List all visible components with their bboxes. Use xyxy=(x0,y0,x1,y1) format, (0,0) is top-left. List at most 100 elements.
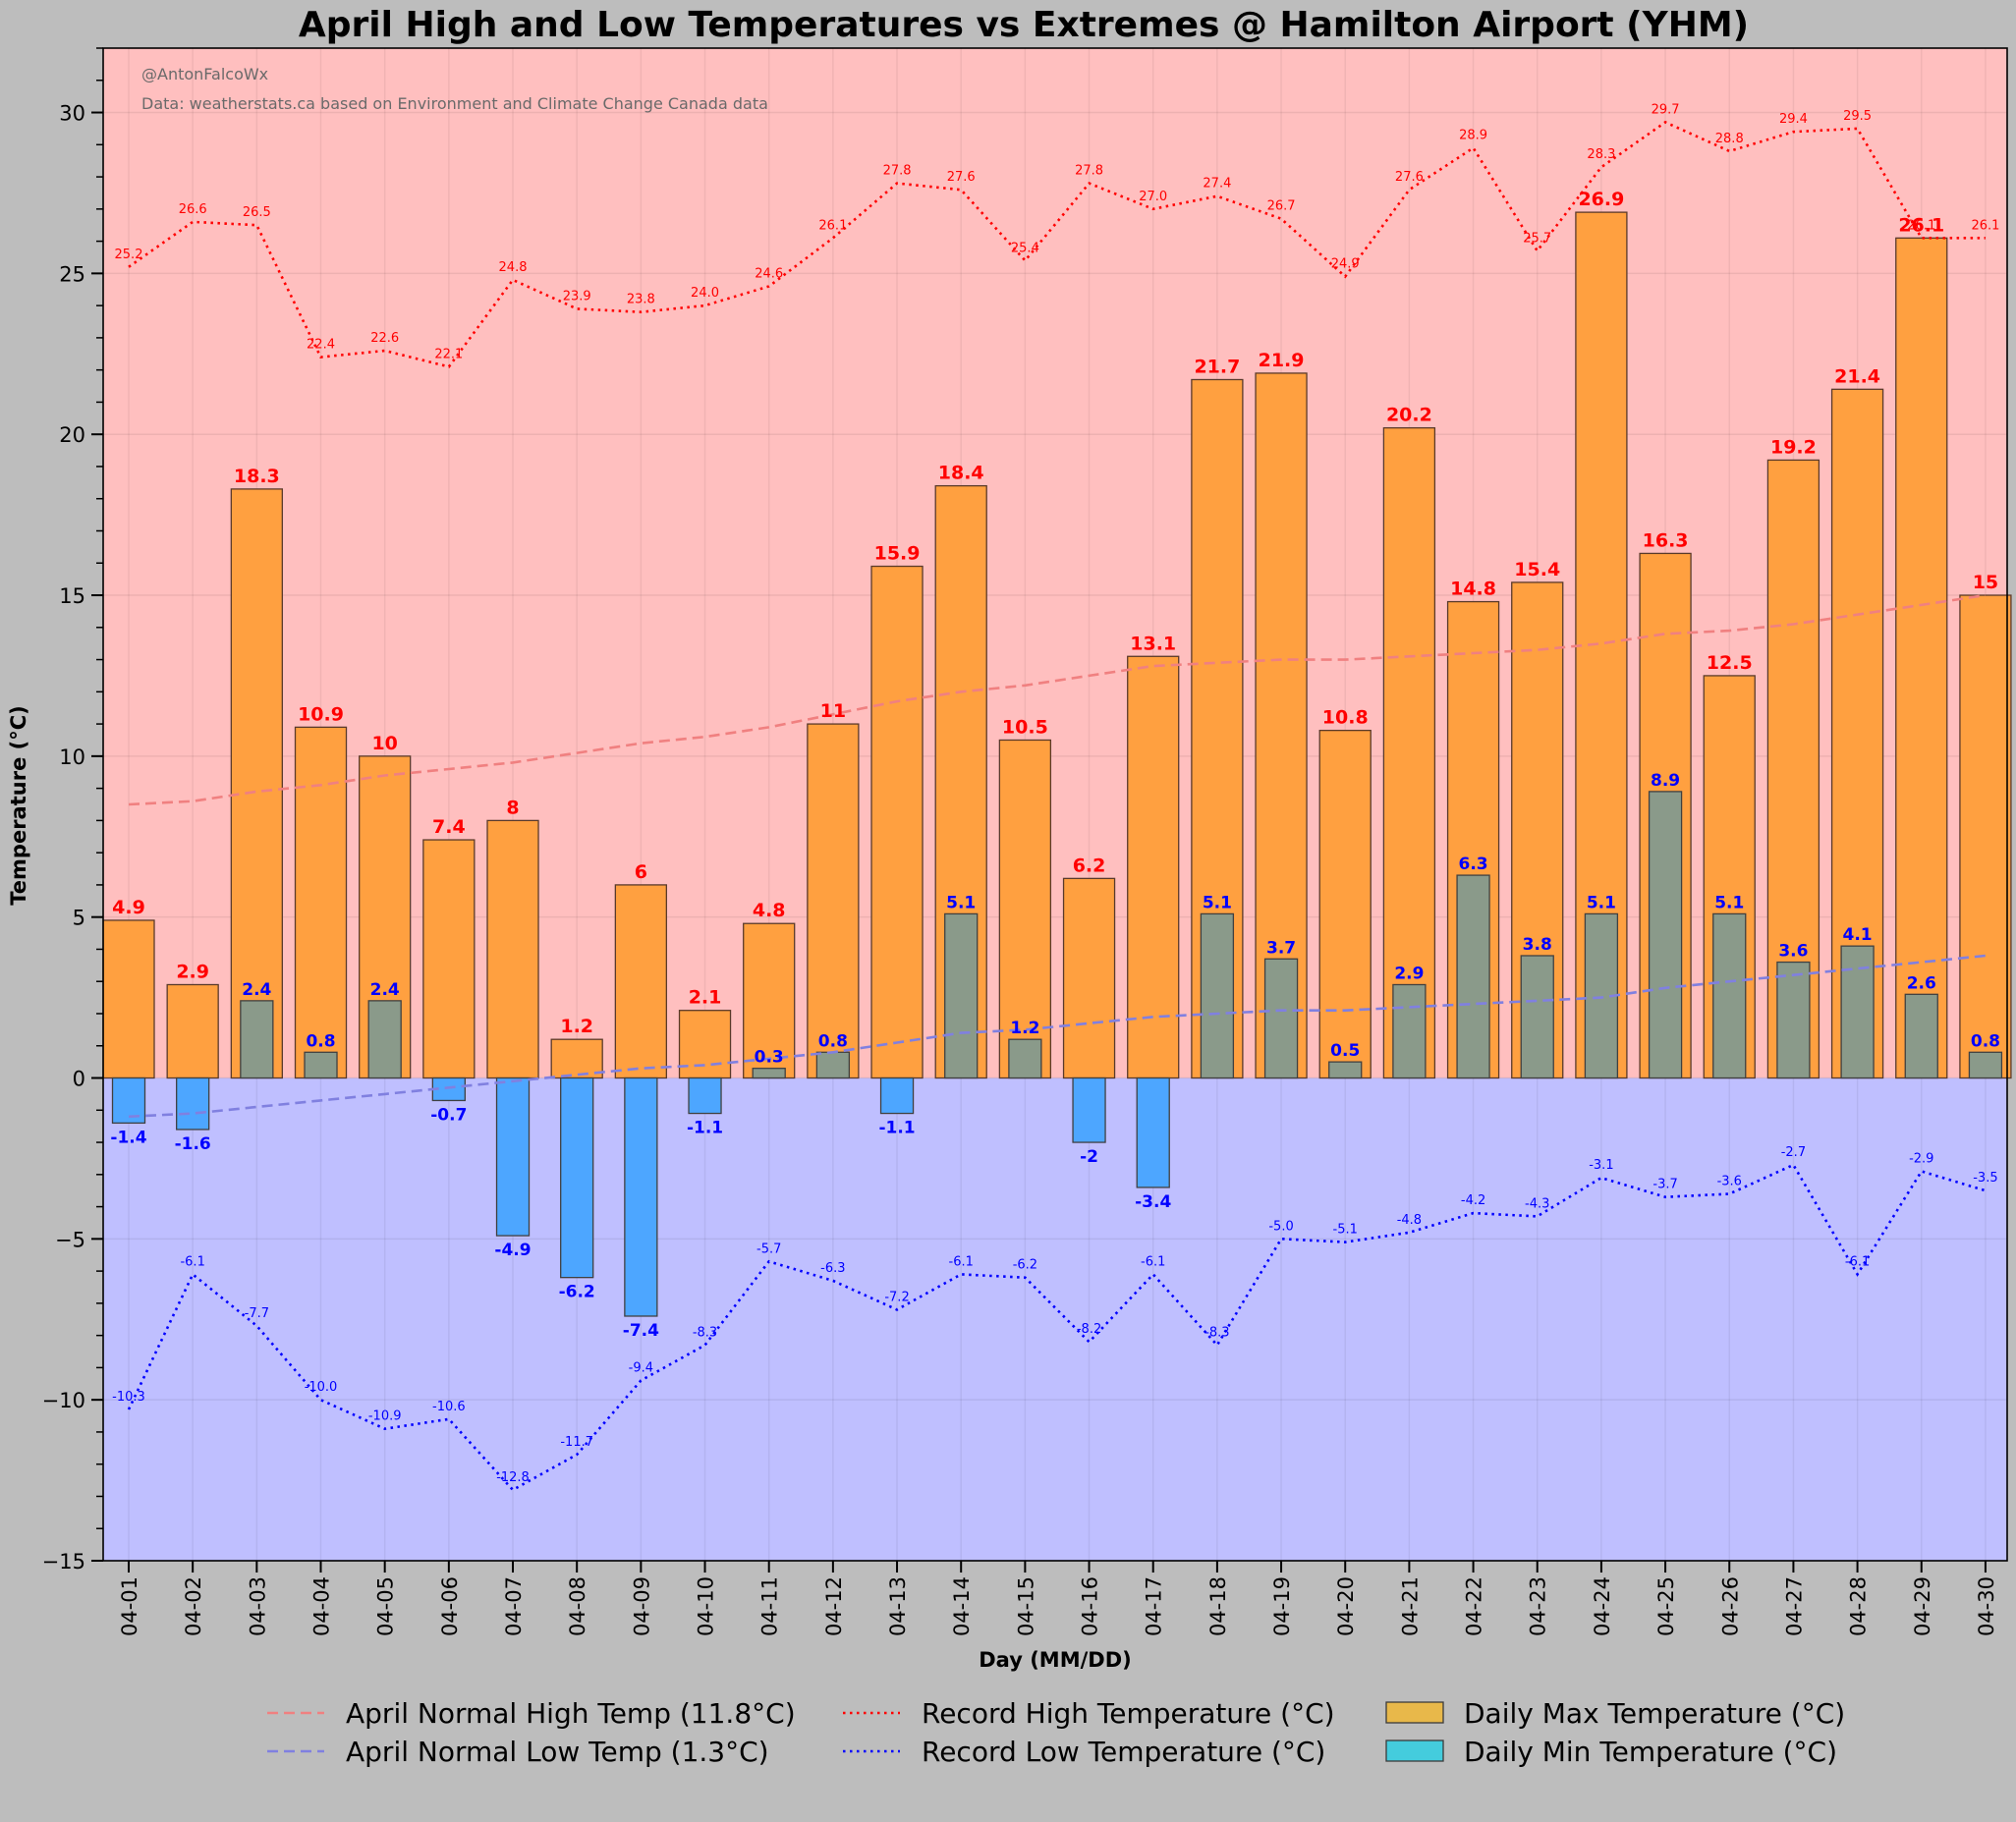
max-value-label: 20.2 xyxy=(1386,405,1432,426)
x-tick-label: 04-26 xyxy=(1718,1576,1742,1636)
min-value-label: 2.4 xyxy=(370,980,400,1000)
record-low-label: -10.3 xyxy=(112,1390,145,1405)
min-value-label: 8.9 xyxy=(1651,771,1680,791)
x-tick-label: 04-22 xyxy=(1463,1576,1486,1636)
x-tick-label: 04-30 xyxy=(1975,1576,1998,1636)
min-bar xyxy=(1392,983,1427,1079)
max-value-label: 21.7 xyxy=(1194,356,1240,377)
record-high-label: 24.9 xyxy=(1331,257,1360,272)
max-value-label: 19.2 xyxy=(1770,436,1817,458)
x-tick-label: 04-13 xyxy=(886,1576,910,1636)
record-low-label: -9.4 xyxy=(629,1361,653,1376)
min-value-label: 0.3 xyxy=(755,1048,784,1068)
max-bar xyxy=(1062,877,1116,1079)
min-bar xyxy=(815,1051,851,1079)
max-value-label: 21.4 xyxy=(1834,365,1880,387)
record-high-label: 26.5 xyxy=(243,205,271,220)
y-tick-label: 10 xyxy=(59,745,85,769)
min-bar xyxy=(240,1000,274,1079)
x-tick-label: 04-28 xyxy=(1847,1576,1871,1636)
min-bar xyxy=(304,1051,338,1079)
record-high-label: 29.7 xyxy=(1652,102,1680,117)
record-low-label: -11.7 xyxy=(560,1435,593,1450)
min-bar xyxy=(1712,912,1747,1079)
max-value-label: 15 xyxy=(1973,572,1998,593)
min-bar xyxy=(1136,1077,1170,1188)
record-high-label: 29.5 xyxy=(1843,109,1872,124)
plot-frame xyxy=(102,47,2008,1562)
y-axis-label: Temperature (°C) xyxy=(7,705,30,905)
min-value-label: -1.1 xyxy=(687,1119,723,1138)
max-bar xyxy=(870,565,924,1079)
record-low-label: -3.5 xyxy=(1973,1171,1997,1186)
record-low-line xyxy=(127,1163,1987,1492)
legend-label: April Normal Low Temp (1.3°C) xyxy=(346,1736,769,1768)
min-bar xyxy=(752,1068,786,1079)
min-bar xyxy=(879,1077,915,1115)
max-bar xyxy=(1895,237,1948,1079)
max-value-label: 6.2 xyxy=(1073,855,1106,876)
x-tick-label: 04-02 xyxy=(182,1576,205,1636)
max-bar xyxy=(1318,729,1372,1079)
record-low-label: -10.9 xyxy=(368,1409,402,1424)
record-low-label: -3.1 xyxy=(1589,1158,1613,1173)
y-tick-label: 5 xyxy=(73,907,85,930)
record-high-label: 25.7 xyxy=(1523,231,1551,246)
min-bar xyxy=(1008,1038,1042,1079)
max-value-label: 15.9 xyxy=(874,543,921,565)
record-high-label: 26.7 xyxy=(1267,199,1296,214)
record-high-label: 26.1 xyxy=(1907,218,1935,233)
y-tick-label: −10 xyxy=(42,1389,85,1412)
min-bar xyxy=(176,1077,210,1131)
record-high-label: 23.8 xyxy=(627,293,655,307)
record-low-label: -10.6 xyxy=(432,1400,466,1414)
x-tick-label: 04-11 xyxy=(758,1576,782,1636)
y-tick-label: 15 xyxy=(59,584,85,608)
max-value-label: 11 xyxy=(820,700,846,722)
min-value-label: 0.8 xyxy=(818,1031,848,1051)
record-low-label: -5.1 xyxy=(1333,1223,1358,1238)
x-tick-label: 04-10 xyxy=(695,1576,718,1636)
x-tick-label: 04-16 xyxy=(1079,1576,1102,1636)
max-value-label: 26.9 xyxy=(1578,189,1624,210)
min-bar xyxy=(495,1077,531,1237)
y-tick-label: 0 xyxy=(73,1068,85,1091)
min-value-label: 5.1 xyxy=(1714,893,1744,912)
max-bar xyxy=(166,983,219,1079)
min-value-label: 5.1 xyxy=(946,893,976,912)
min-value-label: -6.2 xyxy=(559,1283,595,1302)
max-value-label: 2.9 xyxy=(176,961,209,982)
record-high-label: 26.1 xyxy=(1971,218,1999,233)
max-value-label: 8 xyxy=(506,797,519,818)
x-tick-label: 04-27 xyxy=(1782,1576,1806,1636)
normal-low-line xyxy=(128,954,1987,1119)
record-low-label: -6.1 xyxy=(180,1254,204,1269)
min-bar xyxy=(944,912,979,1079)
max-value-label: 21.9 xyxy=(1259,350,1305,371)
record-high-label: 27.6 xyxy=(1395,170,1424,185)
min-bar xyxy=(1776,961,1811,1079)
record-low-label: -7.2 xyxy=(884,1290,909,1304)
source-text: Data: weatherstats.ca based on Environme… xyxy=(141,94,768,113)
min-bar xyxy=(1263,958,1299,1079)
y-tick-label: 30 xyxy=(59,102,85,126)
y-tick-label: 25 xyxy=(59,262,85,286)
record-low-label: -3.7 xyxy=(1652,1178,1677,1192)
min-bar xyxy=(1840,945,1875,1079)
x-tick-label: 04-12 xyxy=(822,1576,846,1636)
record-low-label: -6.2 xyxy=(1013,1258,1037,1273)
x-tick-label: 04-09 xyxy=(630,1576,653,1636)
legend-swatch xyxy=(1385,1701,1444,1724)
grid xyxy=(103,48,2007,1562)
max-value-label: 4.9 xyxy=(112,897,145,918)
min-value-label: 0.8 xyxy=(306,1031,335,1051)
x-tick-label: 04-15 xyxy=(1014,1576,1037,1636)
record-high-label: 24.6 xyxy=(755,266,783,281)
min-bar xyxy=(1072,1077,1106,1143)
min-bar xyxy=(1968,1051,2003,1079)
max-value-label: 14.8 xyxy=(1450,579,1496,600)
min-bar xyxy=(1200,912,1235,1079)
min-value-label: 2.9 xyxy=(1394,964,1424,983)
record-high-label: 29.4 xyxy=(1779,112,1808,127)
record-high-label: 28.8 xyxy=(1715,132,1744,146)
